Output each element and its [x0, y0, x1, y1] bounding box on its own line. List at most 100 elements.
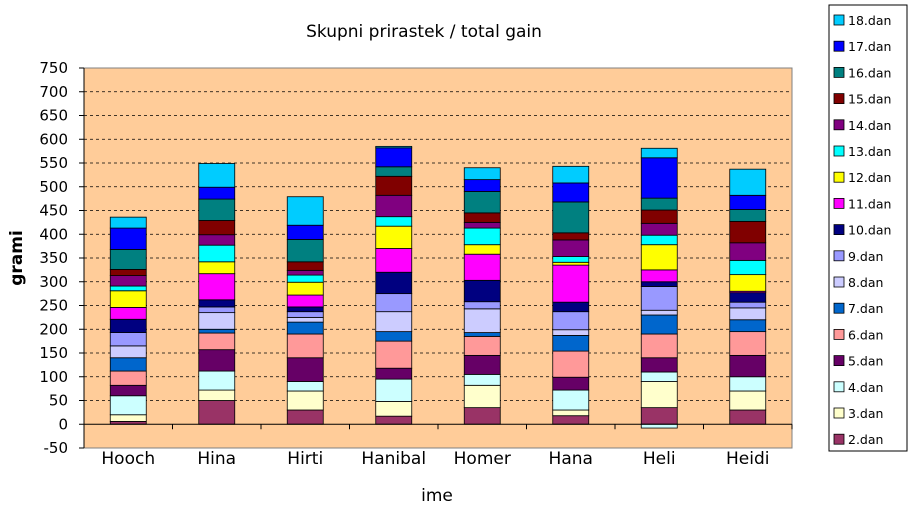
bar-segment [463, 335, 501, 356]
bar-segment [463, 301, 501, 310]
legend-swatch [833, 93, 845, 104]
legend-swatch [833, 14, 845, 26]
bar-segment [640, 157, 678, 199]
legend-swatch [833, 407, 845, 419]
legend-label: 17.dan [848, 39, 891, 54]
legend-label: 7.dan [848, 301, 883, 316]
bar-segment [198, 312, 236, 330]
bar-segment [463, 167, 501, 181]
legend-swatch [833, 302, 845, 314]
y-tick-label: 500 [39, 178, 68, 196]
bar-segment [729, 221, 767, 244]
bar-segment [286, 390, 324, 411]
y-tick-label: 550 [39, 154, 68, 172]
y-ticks: -50 0 50 100 150 200 250 300 350 400 450 500 550 600 6… [39, 59, 84, 457]
bar-segment [109, 370, 147, 386]
bar-segment [375, 225, 413, 249]
x-tick-label: Heli [643, 449, 676, 469]
x-tick-label: Hina [197, 449, 236, 469]
bar-segment [109, 290, 147, 308]
legend-swatch [833, 171, 845, 183]
bar-segment [198, 389, 236, 401]
bar-segment [552, 264, 590, 303]
legend-label: 13.dan [848, 144, 891, 159]
bar-segment [640, 309, 678, 316]
bar-segment [375, 340, 413, 369]
y-axis-label: grami [7, 230, 27, 286]
bar-segment [552, 409, 590, 417]
x-tick-label: Hanibal [361, 449, 426, 469]
bar-segment [552, 311, 590, 331]
bar-segment [375, 145, 413, 149]
bar-segment [375, 248, 413, 273]
bar-segment [286, 316, 324, 323]
y-tick-label: 0 [58, 415, 68, 433]
bar-segment [375, 175, 413, 196]
bar-segment [109, 216, 147, 229]
bar-segment [640, 281, 678, 287]
bar-segment [552, 389, 590, 411]
bar-segment [109, 332, 147, 347]
bar-segment [463, 354, 501, 375]
y-tick-label: 300 [39, 273, 68, 291]
x-tick-label: Hirti [287, 449, 323, 469]
bar-segment [640, 244, 678, 271]
bar-segment [463, 308, 501, 333]
y-tick-label: 150 [39, 344, 68, 362]
bar-segment [198, 328, 236, 334]
y-tick-label: 650 [39, 107, 68, 125]
legend-label: 3.dan [848, 406, 883, 421]
bar-segment [640, 286, 678, 311]
bar-segment [552, 261, 590, 266]
bar-segment [729, 168, 767, 196]
bar-segment [463, 221, 501, 229]
bar-segment [552, 335, 590, 352]
bar-segment [729, 331, 767, 356]
bar-segment [109, 306, 147, 320]
bar-segment [552, 329, 590, 336]
legend-swatch [833, 355, 845, 367]
legend-label: 14.dan [848, 118, 891, 133]
bar-segment [286, 274, 324, 283]
bar-segment [198, 299, 236, 308]
y-tick-label: 100 [39, 368, 68, 386]
bar-segment [375, 194, 413, 218]
legend: 18.dan 17.dan 16.dan 15.dan 14.dan 13.dan 12.d… [828, 4, 908, 452]
bar-segment [640, 333, 678, 359]
y-tick-label: 200 [39, 320, 68, 338]
bar-segment [640, 209, 678, 224]
bars [109, 145, 767, 429]
bar-segment [375, 415, 413, 425]
legend-swatch [833, 224, 845, 236]
legend-label: 8.dan [848, 275, 883, 290]
bar-segment [286, 294, 324, 308]
bar-segment [109, 227, 147, 250]
bar-segment [640, 407, 678, 425]
bar-segment [640, 381, 678, 409]
bar-segment [109, 318, 147, 333]
legend-label: 9.dan [848, 249, 883, 264]
y-tick-label: 700 [39, 83, 68, 101]
bar-segment [198, 220, 236, 236]
y-tick-label: 250 [39, 297, 68, 315]
bar-segment [552, 256, 590, 263]
bar-segment [729, 301, 767, 309]
bar-segment [198, 349, 236, 372]
bar-segment [552, 201, 590, 234]
legend-label: 15.dan [848, 92, 891, 107]
bar-segment [286, 311, 324, 318]
bar-segment [463, 279, 501, 303]
legend-label: 6.dan [848, 327, 883, 342]
bar-segment [729, 209, 767, 222]
bar-segment [729, 409, 767, 425]
bar-segment [552, 301, 590, 313]
bar-segment [109, 395, 147, 416]
bar-segment [109, 345, 147, 359]
bar-segment [552, 182, 590, 203]
legend-swatch [833, 40, 845, 52]
bar-segment [729, 390, 767, 411]
legend-swatch [833, 381, 845, 393]
legend-swatch [833, 145, 845, 157]
bar-segment [198, 234, 236, 246]
bar-segment [640, 371, 678, 382]
